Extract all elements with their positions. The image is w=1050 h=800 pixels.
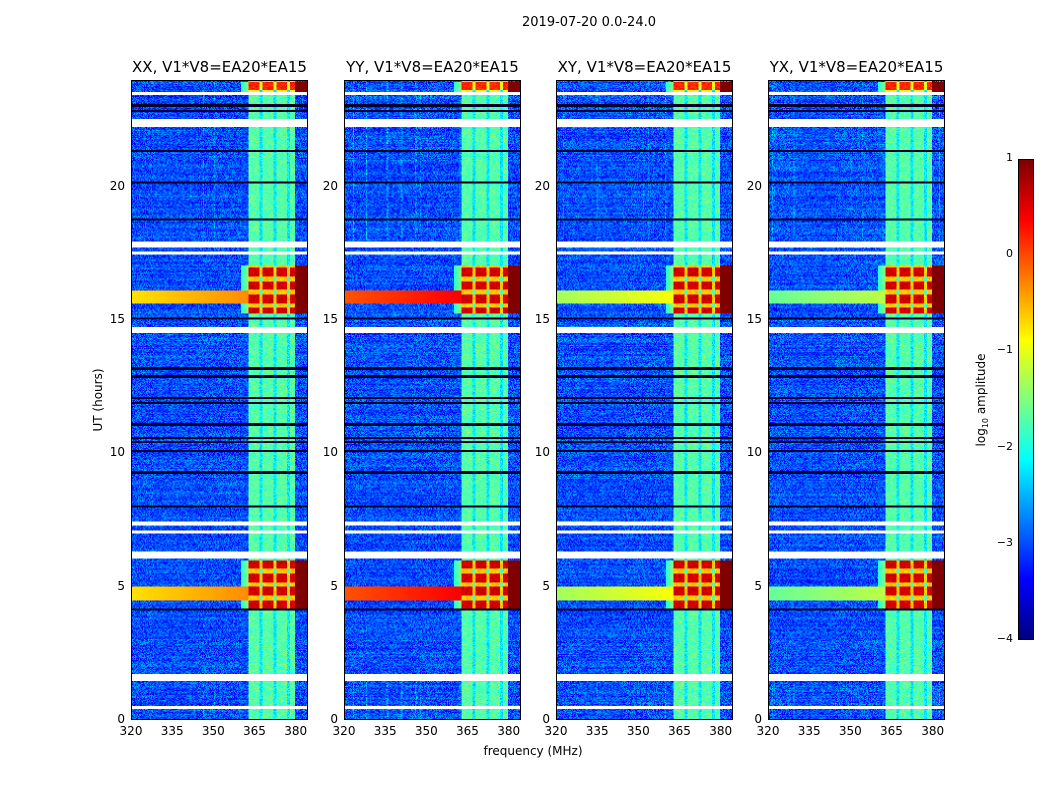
colorbar-tick-label: −1 — [996, 343, 1013, 357]
y-tick-label: 5 — [330, 578, 338, 593]
x-tick-label: 380 — [284, 724, 308, 738]
colorbar-label-sub: 10 — [981, 417, 991, 429]
y-tick-label: 10 — [322, 445, 338, 460]
y-tick-label: 10 — [746, 445, 762, 460]
y-tick-label: 10 — [109, 445, 125, 460]
x-tick-label: 350 — [838, 724, 862, 738]
x-tick-label: 320 — [544, 724, 568, 738]
colorbar-tick-label: 1 — [1006, 151, 1013, 164]
y-tick-label: 5 — [754, 578, 762, 593]
colorbar-label: log10 amplitude — [974, 354, 990, 447]
x-tick-label: 365 — [456, 724, 479, 738]
colorbar-tick-label: 0 — [1006, 247, 1013, 261]
x-tick-label: 335 — [373, 724, 397, 738]
x-tick-label: 365 — [243, 724, 266, 738]
y-tick-label: 0 — [542, 712, 550, 726]
x-tick-label: 380 — [921, 724, 945, 738]
y-tick-label: 10 — [534, 445, 550, 460]
x-tick-label: 320 — [332, 724, 356, 738]
y-tick-label: 0 — [330, 712, 338, 726]
colorbar — [1018, 159, 1034, 640]
y-tick-label: 15 — [109, 312, 125, 326]
y-tick-label: 5 — [117, 578, 125, 593]
x-tick-label: 350 — [414, 724, 438, 738]
x-tick-label: 320 — [756, 724, 780, 738]
y-tick-label: 20 — [322, 178, 338, 193]
y-tick-label: 5 — [542, 578, 550, 593]
x-tick-label: 365 — [880, 724, 903, 738]
heatmap-panel — [556, 80, 733, 720]
x-tick-label: 380 — [497, 724, 521, 738]
y-tick-label: 15 — [322, 312, 338, 326]
colorbar-tick-label: −3 — [996, 535, 1013, 549]
y-tick-label: 0 — [754, 712, 762, 726]
panel-title: XX, V1*V8=EA20*EA15 — [132, 58, 307, 76]
panel-title: YX, V1*V8=EA20*EA15 — [769, 58, 944, 76]
x-tick-label: 380 — [709, 724, 733, 738]
x-tick-label: 320 — [119, 724, 143, 738]
x-tick-label: 335 — [585, 724, 609, 738]
x-tick-label: 335 — [797, 724, 821, 738]
y-tick-label: 20 — [746, 178, 762, 193]
x-axis-label: frequency (MHz) — [483, 744, 583, 758]
x-tick-label: 350 — [201, 724, 225, 738]
x-tick-label: 365 — [668, 724, 691, 738]
figure-title: 2019-07-20 0.0-24.0 — [522, 15, 656, 30]
colorbar-tick-label: −4 — [996, 632, 1013, 645]
colorbar-tick-label: −2 — [996, 439, 1013, 453]
panel-title: YY, V1*V8=EA20*EA15 — [346, 58, 519, 76]
y-axis-label: UT (hours) — [91, 368, 105, 432]
panel-title: XY, V1*V8=EA20*EA15 — [557, 58, 732, 76]
y-tick-label: 20 — [109, 178, 125, 193]
heatmap-panel — [131, 80, 308, 720]
y-tick-label: 15 — [534, 312, 550, 326]
y-tick-label: 0 — [117, 712, 125, 726]
y-tick-label: 20 — [534, 178, 550, 193]
heatmap-panel — [344, 80, 521, 720]
colorbar-label-rest: amplitude — [973, 353, 988, 418]
y-tick-label: 15 — [746, 312, 762, 326]
heatmap-panel — [768, 80, 945, 720]
x-tick-label: 335 — [160, 724, 184, 738]
x-tick-label: 350 — [626, 724, 650, 738]
